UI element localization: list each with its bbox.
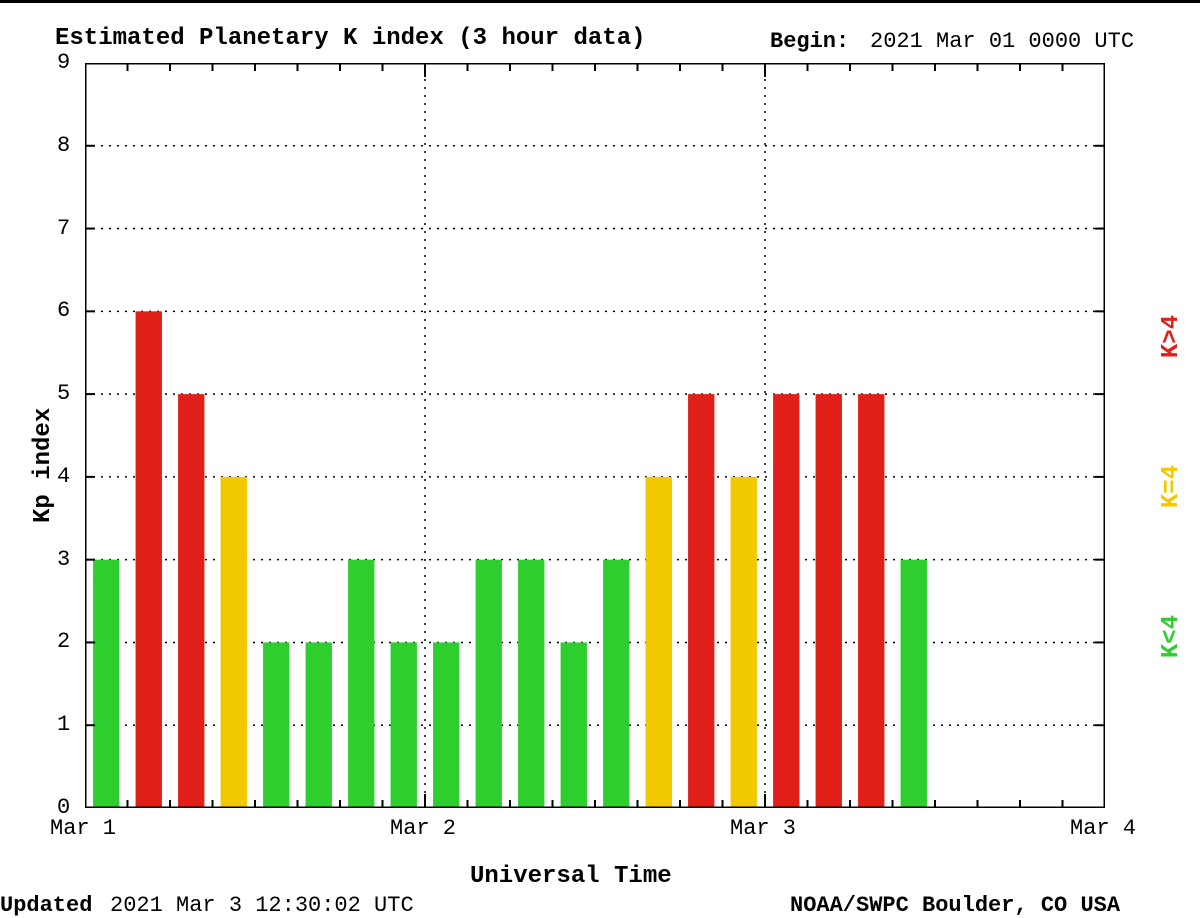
x-tick-label: Mar 3: [730, 816, 796, 841]
kp-bar: [816, 394, 842, 808]
kp-bar: [901, 560, 927, 808]
x-tick-label: Mar 1: [50, 816, 116, 841]
kp-bar: [646, 477, 672, 808]
kp-bar: [476, 560, 502, 808]
legend-item: K<4: [1158, 615, 1185, 658]
y-tick-label: 4: [57, 464, 70, 489]
y-tick-label: 8: [57, 133, 70, 158]
kp-bar: [136, 311, 162, 808]
y-axis-label: Kp index: [30, 408, 57, 523]
kp-bar: [221, 477, 247, 808]
kp-bar: [306, 642, 332, 808]
kp-bar: [263, 642, 289, 808]
y-tick-label: 2: [57, 629, 70, 654]
y-tick-label: 7: [57, 216, 70, 241]
kp-bar: [731, 477, 757, 808]
y-tick-label: 1: [57, 712, 70, 737]
y-tick-label: 6: [57, 298, 70, 323]
kp-bar: [518, 560, 544, 808]
x-axis-label: Universal Time: [470, 863, 672, 890]
updated-value: 2021 Mar 3 12:30:02 UTC: [110, 893, 414, 918]
kp-bar: [561, 642, 587, 808]
y-tick-label: 9: [57, 50, 70, 75]
kp-bar: [391, 642, 417, 808]
kp-bar-chart: [85, 63, 1105, 808]
kp-bar: [433, 642, 459, 808]
x-tick-label: Mar 4: [1070, 816, 1136, 841]
legend-item: K>4: [1158, 315, 1185, 358]
legend-item: K=4: [1158, 465, 1185, 508]
kp-bar: [93, 560, 119, 808]
kp-bar: [348, 560, 374, 808]
source-label: NOAA/SWPC Boulder, CO USA: [790, 893, 1120, 918]
chart-title: Estimated Planetary K index (3 hour data…: [55, 25, 646, 52]
x-tick-label: Mar 2: [390, 816, 456, 841]
begin-value: 2021 Mar 01 0000 UTC: [870, 29, 1134, 54]
kp-bar: [178, 394, 204, 808]
kp-bar: [603, 560, 629, 808]
kp-bar: [858, 394, 884, 808]
updated-label: Updated: [0, 893, 92, 918]
kp-bar: [773, 394, 799, 808]
y-tick-label: 3: [57, 547, 70, 572]
begin-label: Begin:: [770, 29, 849, 54]
y-tick-label: 5: [57, 381, 70, 406]
kp-bar: [688, 394, 714, 808]
